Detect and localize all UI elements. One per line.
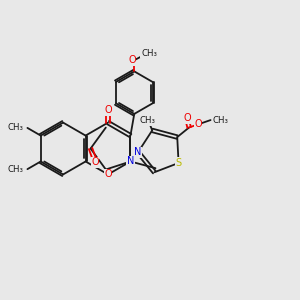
Text: CH₃: CH₃ <box>8 165 24 174</box>
Text: O: O <box>128 55 136 65</box>
Text: S: S <box>176 158 182 168</box>
Text: CH₃: CH₃ <box>212 116 228 124</box>
Text: CH₃: CH₃ <box>139 116 155 125</box>
Text: CH₃: CH₃ <box>8 123 24 132</box>
Text: O: O <box>104 105 112 115</box>
Text: O: O <box>104 169 112 179</box>
Text: CH₃: CH₃ <box>141 49 157 58</box>
Text: O: O <box>183 113 191 123</box>
Text: N: N <box>127 157 134 166</box>
Text: N: N <box>134 147 142 157</box>
Text: O: O <box>194 119 202 129</box>
Text: O: O <box>91 158 99 167</box>
